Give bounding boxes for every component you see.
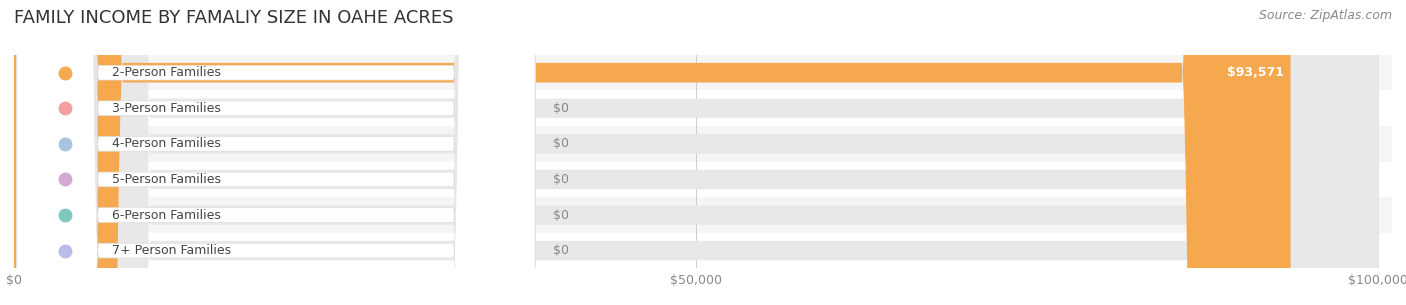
Bar — [14, 126, 1392, 162]
FancyBboxPatch shape — [17, 0, 536, 305]
FancyBboxPatch shape — [17, 0, 536, 305]
Text: $0: $0 — [553, 209, 569, 221]
Bar — [14, 91, 1392, 126]
Text: $0: $0 — [553, 173, 569, 186]
FancyBboxPatch shape — [14, 0, 1378, 305]
Text: $0: $0 — [553, 137, 569, 150]
Text: $93,571: $93,571 — [1227, 66, 1284, 79]
Text: 7+ Person Families: 7+ Person Families — [112, 244, 232, 257]
FancyBboxPatch shape — [14, 0, 1378, 305]
FancyBboxPatch shape — [14, 0, 1378, 305]
Text: FAMILY INCOME BY FAMALIY SIZE IN OAHE ACRES: FAMILY INCOME BY FAMALIY SIZE IN OAHE AC… — [14, 9, 454, 27]
FancyBboxPatch shape — [14, 0, 1378, 305]
FancyBboxPatch shape — [17, 0, 536, 305]
FancyBboxPatch shape — [14, 0, 1291, 305]
Text: $0: $0 — [553, 102, 569, 115]
FancyBboxPatch shape — [17, 0, 536, 305]
Text: 5-Person Families: 5-Person Families — [112, 173, 221, 186]
FancyBboxPatch shape — [17, 0, 536, 305]
Text: 3-Person Families: 3-Person Families — [112, 102, 221, 115]
Text: 6-Person Families: 6-Person Families — [112, 209, 221, 221]
FancyBboxPatch shape — [17, 0, 536, 305]
Text: $0: $0 — [553, 244, 569, 257]
Bar — [14, 233, 1392, 268]
Bar — [14, 197, 1392, 233]
Text: Source: ZipAtlas.com: Source: ZipAtlas.com — [1258, 9, 1392, 22]
FancyBboxPatch shape — [14, 0, 1378, 305]
Bar — [14, 55, 1392, 91]
Text: 4-Person Families: 4-Person Families — [112, 137, 221, 150]
Bar — [14, 162, 1392, 197]
FancyBboxPatch shape — [14, 0, 1378, 305]
Text: 2-Person Families: 2-Person Families — [112, 66, 221, 79]
